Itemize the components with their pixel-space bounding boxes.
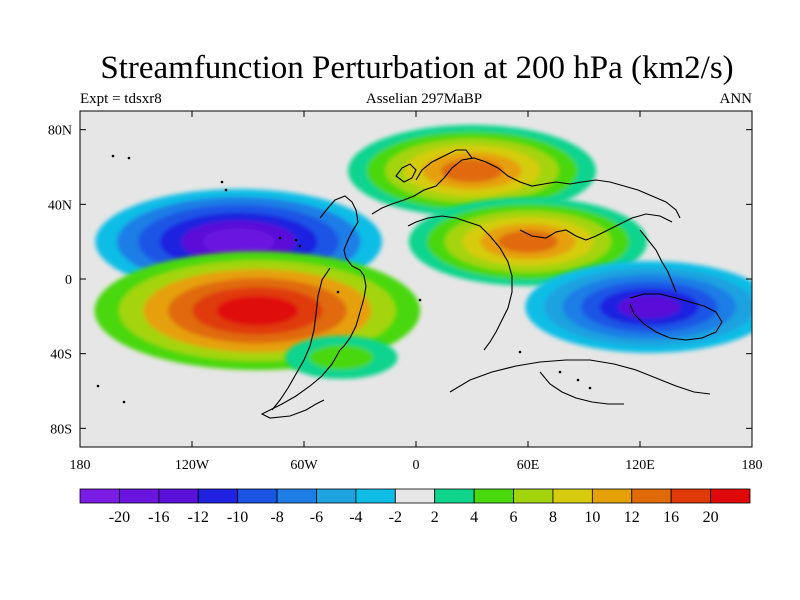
colorbar-label: -6 — [310, 509, 323, 526]
colorbar-label: 4 — [470, 509, 478, 526]
coast-europe-asia — [371, 157, 681, 219]
anomaly-high-s-atlantic — [285, 335, 398, 379]
colorbar-label: -2 — [389, 509, 402, 526]
experiment-label: Expt = tdsxr8 — [80, 91, 162, 107]
y-tick-label: 80N — [48, 124, 72, 139]
colorbar-swatch — [79, 488, 120, 504]
x-tick-label: 180 — [70, 458, 91, 473]
contour-band — [202, 228, 275, 255]
period-label: Asselian 297MaBP — [365, 91, 483, 107]
y-tick-label: 40N — [48, 198, 72, 213]
coast-africa — [407, 215, 513, 351]
y-tick-label: 80S — [50, 422, 72, 437]
island — [558, 370, 562, 374]
island — [122, 400, 126, 404]
coast-australia — [629, 293, 723, 341]
island — [220, 180, 224, 184]
colorbar-label: 6 — [510, 509, 518, 526]
colorbar-label: -20 — [109, 509, 130, 526]
coast-antarctica — [449, 359, 711, 395]
coast-greenland — [395, 163, 417, 183]
islands — [96, 154, 592, 404]
season-label: ANN — [719, 91, 753, 107]
colorbar-swatch — [197, 488, 239, 504]
colorbar-label: 2 — [431, 509, 439, 526]
x-tick-label: 120E — [625, 458, 655, 473]
anomaly-high-n-atlantic-europe — [348, 124, 596, 217]
coast-south-asia — [519, 213, 673, 241]
x-tick-label: 0 — [413, 458, 420, 473]
anomaly-low-indian-w-pacific — [525, 261, 752, 353]
contour-field — [94, 124, 752, 379]
colorbar-label: -8 — [270, 509, 283, 526]
colorbar-swatch — [237, 488, 278, 504]
island — [298, 244, 302, 248]
x-tick-label: 60W — [290, 458, 318, 473]
colorbar-swatch — [591, 488, 633, 504]
colorbar-swatch — [276, 488, 317, 504]
contour-band — [498, 230, 558, 253]
island — [588, 386, 592, 390]
colorbar-label: 16 — [663, 509, 679, 526]
island — [111, 154, 115, 158]
colorbar-swatch — [513, 488, 554, 504]
coast-north-america — [319, 195, 367, 351]
coast-south-america-south — [260, 349, 341, 419]
coast-antarctica-west — [539, 371, 624, 405]
y-tick-label: 0 — [65, 273, 72, 288]
coast-southeast-asia — [639, 229, 677, 293]
colorbar-label: -12 — [188, 509, 209, 526]
island — [418, 298, 422, 302]
island — [278, 236, 282, 240]
colorbar-swatch — [355, 488, 396, 504]
contour-band — [216, 295, 299, 326]
colorbar-swatch — [119, 488, 160, 504]
chart-title: Streamfunction Perturbation at 200 hPa (… — [100, 50, 734, 86]
colorbar-label: 20 — [703, 509, 719, 526]
colorbar-swatch — [316, 488, 357, 504]
colorbar-swatch — [670, 488, 711, 504]
colorbar-swatch — [394, 488, 436, 504]
colorbar-label: 8 — [549, 509, 557, 526]
y-tick-label: 40S — [50, 348, 72, 363]
colorbar-label: -10 — [227, 509, 248, 526]
colorbar-swatch — [434, 488, 475, 504]
x-tick-label: 60E — [517, 458, 540, 473]
island — [518, 350, 522, 354]
coast-north-europe — [415, 149, 473, 181]
island — [576, 378, 580, 382]
colorbar-swatch — [158, 488, 199, 504]
colorbar-swatch — [631, 488, 672, 504]
coastline — [260, 149, 723, 419]
x-tick-label: 120W — [175, 458, 210, 473]
island — [224, 188, 228, 192]
island — [336, 290, 340, 294]
colorbar-label: -16 — [148, 509, 169, 526]
axes: 180 120W 60W 0 60E 120E 180 80N 40N 0 40S 80S — [48, 111, 763, 473]
colorbar-label: -4 — [349, 509, 362, 526]
contour-band — [618, 295, 681, 319]
coast-south-america-west — [271, 267, 331, 411]
colorbar-swatch — [473, 488, 514, 504]
colorbar-swatch — [552, 488, 593, 504]
colorbar: -20 -16 -12 -10 -8 -6 -4 -2 2 4 6 8 10 12 16 20 — [79, 488, 751, 526]
colorbar-label: 10 — [584, 509, 600, 526]
contour-band — [321, 349, 362, 366]
x-tick-label: 180 — [742, 458, 763, 473]
island — [294, 238, 298, 242]
colorbar-swatch — [710, 488, 751, 504]
colorbar-label: 12 — [624, 509, 640, 526]
island — [127, 156, 131, 160]
anomaly-high-africa-asia-band — [408, 197, 648, 286]
island — [96, 384, 100, 388]
